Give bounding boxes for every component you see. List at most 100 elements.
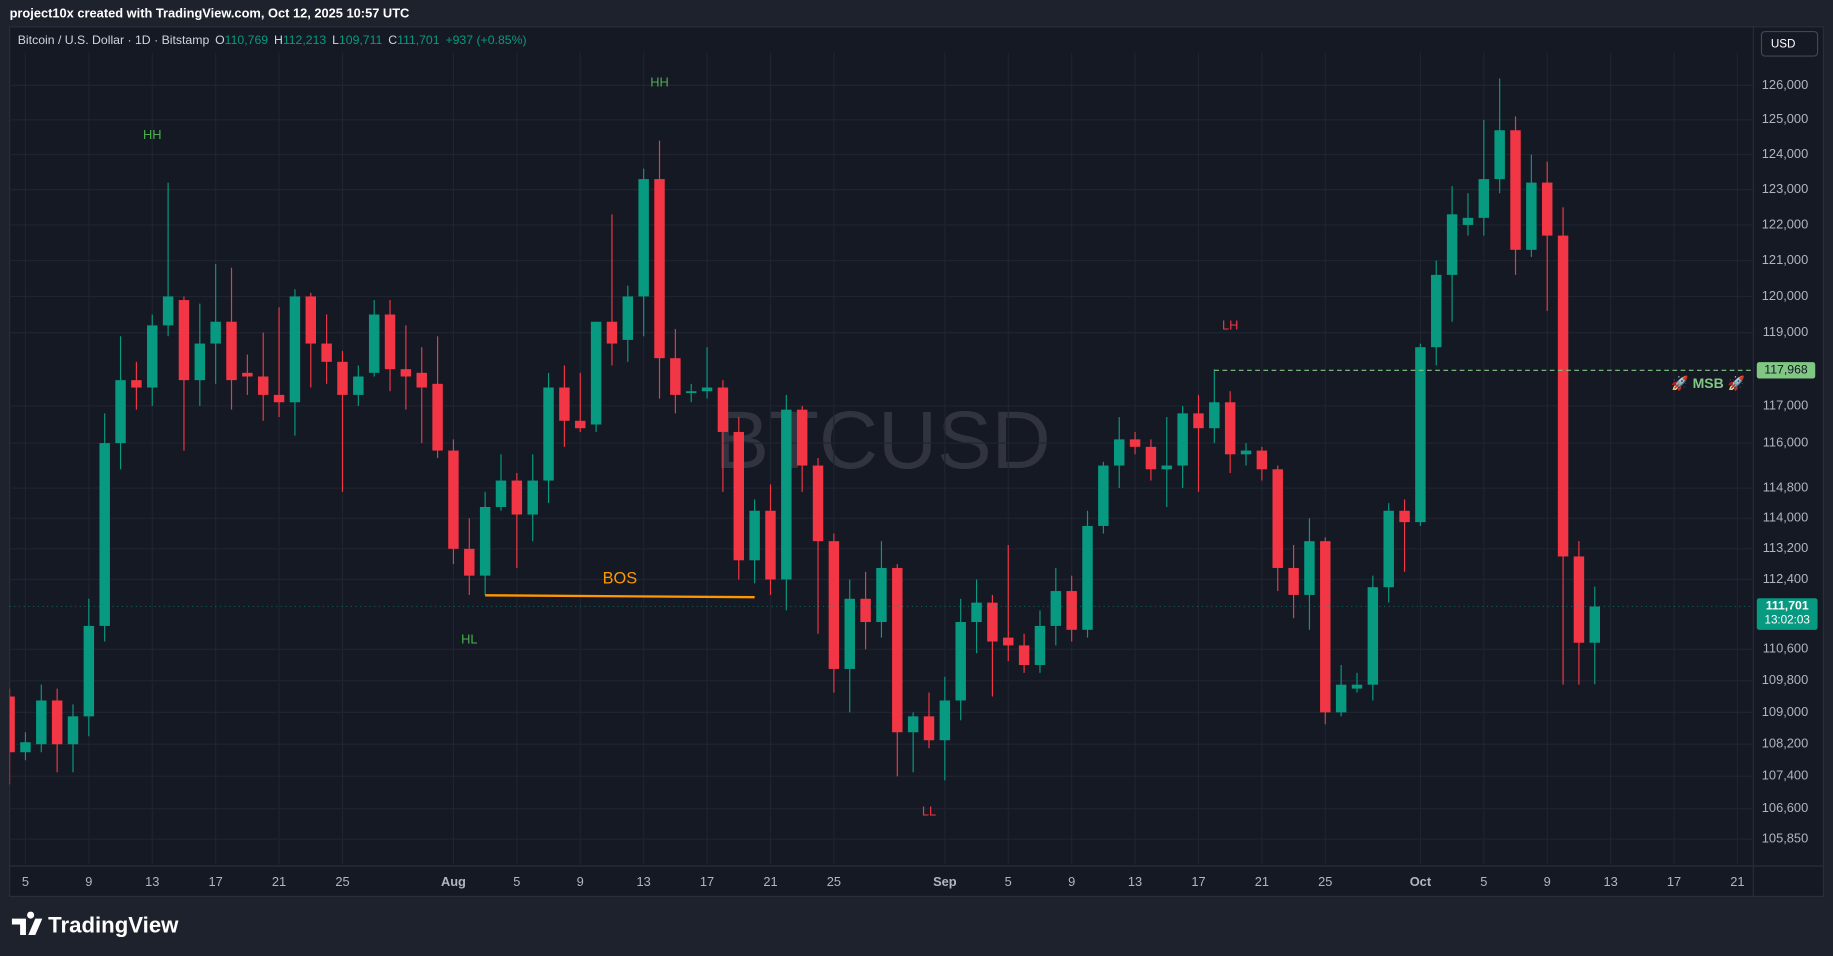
candle-body bbox=[638, 179, 649, 297]
y-tick-label: 124,000 bbox=[1762, 146, 1808, 161]
x-tick-label: 17 bbox=[1667, 874, 1681, 889]
legend-key: O bbox=[215, 33, 225, 47]
x-tick-label: Oct bbox=[1410, 874, 1432, 889]
candle-body bbox=[20, 742, 31, 753]
candle-body bbox=[923, 716, 935, 741]
candle-body bbox=[242, 372, 253, 377]
y-tick-label: 117,000 bbox=[1763, 397, 1808, 412]
y-tick-label: 121,000 bbox=[1762, 252, 1808, 267]
candle-body bbox=[844, 598, 855, 669]
candle-body bbox=[860, 598, 871, 623]
candle-body bbox=[796, 409, 808, 466]
overlay: 126,000 125,000 124,000 123,000 122,000 121,0… bbox=[9, 74, 1818, 889]
candle-body bbox=[67, 716, 79, 745]
currency-button[interactable] bbox=[1760, 30, 1819, 57]
candle-body bbox=[971, 602, 982, 623]
x-tick-label: 9 bbox=[85, 874, 92, 889]
candle-body bbox=[1431, 274, 1442, 348]
candle-body bbox=[812, 465, 824, 542]
candle-body bbox=[479, 506, 491, 576]
y-tick-label: 109,800 bbox=[1762, 672, 1808, 687]
x-tick-label: 25 bbox=[827, 874, 841, 889]
candle-body bbox=[907, 716, 919, 733]
candle-body bbox=[305, 296, 317, 344]
candle-body bbox=[654, 179, 665, 359]
x-tick-label: 5 bbox=[22, 874, 29, 889]
currency-label[interactable]: USD bbox=[1771, 37, 1796, 50]
x-tick-label: 17 bbox=[209, 874, 223, 889]
candle-body bbox=[606, 321, 618, 344]
candle-body bbox=[1082, 525, 1093, 630]
candle-body bbox=[892, 567, 903, 733]
candle-body bbox=[226, 321, 237, 381]
x-tick-label: 5 bbox=[1480, 874, 1487, 889]
x-tick-label: 9 bbox=[1544, 874, 1551, 889]
y-tick-label: 114,800 bbox=[1763, 479, 1808, 494]
y-tick-label: 105,850 bbox=[1762, 831, 1808, 846]
x-tick-label: 9 bbox=[577, 874, 584, 889]
candle-body bbox=[1367, 587, 1379, 685]
x-tick-label: 13 bbox=[637, 874, 651, 889]
candle-body bbox=[559, 387, 570, 421]
legend-value: 109,711 bbox=[339, 33, 383, 47]
candle-body bbox=[781, 409, 792, 580]
candle-body bbox=[1288, 567, 1299, 595]
candle-body bbox=[828, 541, 840, 669]
candle-body bbox=[685, 391, 697, 394]
candle-body bbox=[1478, 179, 1490, 218]
annotation: HL bbox=[461, 632, 477, 647]
legend-value: 112,213 bbox=[283, 33, 327, 47]
candle-body bbox=[1446, 214, 1458, 275]
candle-body bbox=[464, 548, 475, 576]
logo-text: TradingView bbox=[48, 913, 179, 938]
candle-body bbox=[1573, 556, 1585, 643]
legend-value: 110,769 bbox=[225, 33, 269, 47]
x-tick-label: Aug bbox=[441, 874, 466, 889]
x-tick-label: 21 bbox=[1255, 874, 1269, 889]
candle-body bbox=[1129, 439, 1141, 447]
x-tick-label: 25 bbox=[335, 874, 349, 889]
candle-body bbox=[1050, 591, 1062, 626]
y-tick-label: 120,000 bbox=[1762, 288, 1808, 303]
candle-body bbox=[1018, 645, 1030, 665]
legend-key: L bbox=[332, 33, 339, 47]
x-tick-label: Sep bbox=[933, 874, 957, 889]
bos-line bbox=[485, 594, 755, 599]
candle-body bbox=[955, 622, 966, 701]
candle-body bbox=[131, 380, 142, 388]
candle-body bbox=[1335, 684, 1347, 713]
candle-body bbox=[162, 296, 174, 326]
candle-body bbox=[749, 510, 760, 561]
candle-body bbox=[1161, 465, 1173, 470]
candle-body bbox=[1494, 130, 1505, 180]
candle-body bbox=[368, 314, 380, 373]
candle-body bbox=[1113, 439, 1125, 466]
candle-body bbox=[1177, 413, 1188, 466]
candle-body bbox=[400, 369, 412, 377]
candle-body bbox=[210, 321, 221, 344]
candle-body bbox=[717, 387, 729, 432]
candle-body bbox=[273, 394, 285, 403]
candle-body bbox=[1462, 217, 1474, 225]
candle-body bbox=[670, 358, 681, 395]
candle-body bbox=[1383, 510, 1394, 588]
y-tick-label: 113,200 bbox=[1763, 540, 1808, 555]
x-tick-label: 9 bbox=[1068, 874, 1075, 889]
candle-body bbox=[194, 343, 206, 381]
y-tick-label: 123,000 bbox=[1762, 181, 1808, 196]
candle-body bbox=[432, 383, 443, 451]
candle-body bbox=[987, 602, 998, 642]
annotation: LH bbox=[1222, 317, 1238, 332]
level-tag-label: 117,968 bbox=[1764, 363, 1808, 377]
chart-pane bbox=[9, 26, 1824, 897]
y-tick-label: 119,000 bbox=[1763, 324, 1808, 339]
candle-body bbox=[337, 361, 348, 395]
level-tag bbox=[1756, 362, 1816, 379]
legend-key: H bbox=[274, 33, 283, 47]
candle-body bbox=[765, 510, 776, 580]
candle-body bbox=[416, 372, 427, 388]
candle-body bbox=[733, 431, 745, 561]
x-tick-label: 17 bbox=[700, 874, 714, 889]
x-tick-label: 21 bbox=[272, 874, 286, 889]
candle-body bbox=[9, 696, 15, 753]
